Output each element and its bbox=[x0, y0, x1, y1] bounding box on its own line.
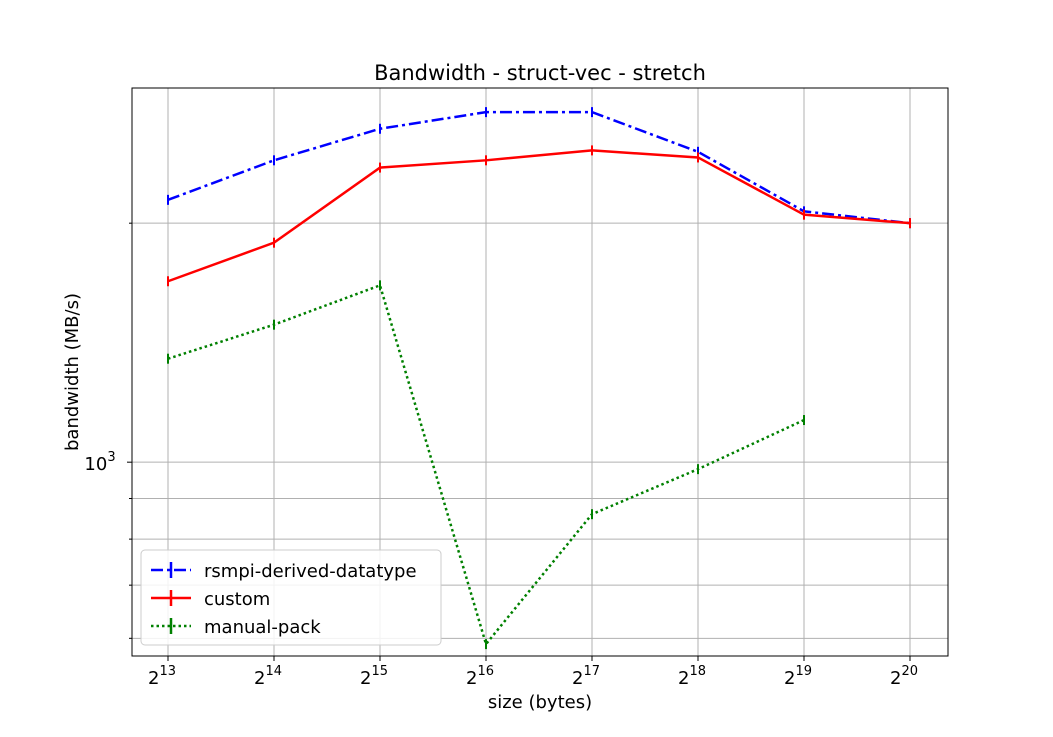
x-tick-label: 214 bbox=[254, 664, 282, 689]
x-tick-label: 219 bbox=[784, 664, 812, 689]
legend-label: manual-pack bbox=[204, 617, 321, 638]
plot-frame bbox=[131, 87, 949, 657]
series-line-custom bbox=[167, 149, 911, 283]
x-tick-label: 213 bbox=[148, 664, 176, 689]
legend-label: custom bbox=[204, 589, 270, 610]
y-axis-ticks: 103 bbox=[84, 222, 132, 639]
y-axis-label: bandwidth (MB/s) bbox=[62, 293, 83, 451]
series-layer bbox=[167, 107, 911, 650]
y-tick-label: 103 bbox=[84, 450, 115, 475]
x-tick-label: 216 bbox=[466, 664, 494, 689]
legend: rsmpi-derived-datatype custom manual-pack bbox=[140, 549, 442, 646]
legend-box bbox=[140, 549, 442, 646]
x-tick-label: 220 bbox=[890, 664, 918, 689]
x-tick-label: 217 bbox=[572, 664, 600, 689]
series-line-rsmpi-derived-datatype bbox=[167, 110, 911, 225]
legend-label: rsmpi-derived-datatype bbox=[204, 561, 417, 582]
chart-title: Bandwidth - struct-vec - stretch bbox=[374, 61, 706, 85]
x-axis-ticks: 213 214 215 216 217 218 219 220 bbox=[148, 656, 918, 689]
x-axis-label: size (bytes) bbox=[488, 692, 592, 713]
x-tick-label: 218 bbox=[678, 664, 706, 689]
x-tick-label: 215 bbox=[360, 664, 388, 689]
